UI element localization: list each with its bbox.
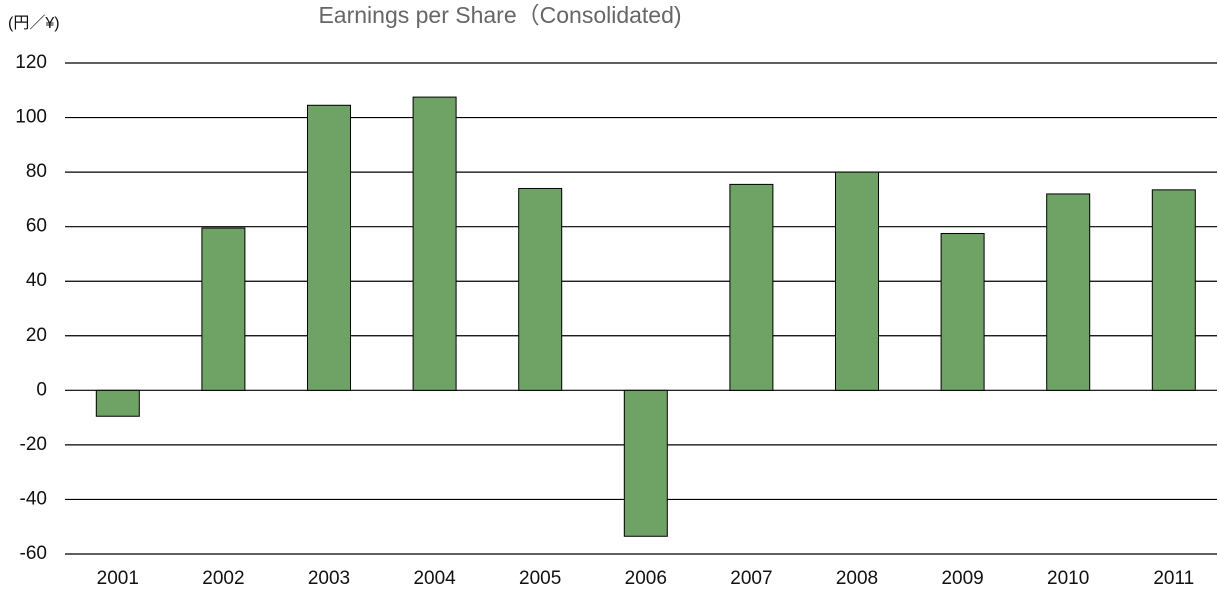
bar [835,171,879,391]
bar [940,232,985,391]
bar [412,96,457,391]
y-tick-label: 20 [26,325,47,346]
x-tick-label: 2008 [836,568,878,589]
x-tick-label: 2009 [941,568,983,589]
bar [518,187,563,391]
y-unit: (円／¥) [8,15,60,32]
x-tick-label: 2011 [1153,568,1194,589]
x-tick-label: 2010 [1047,568,1089,589]
chart-title: Earnings per Share（Consolidated) [318,2,681,28]
x-tick-label: 2001 [97,568,139,589]
bar [307,104,351,391]
bar [729,183,774,391]
y-tick-label: -40 [20,488,47,509]
y-tick-label: 60 [26,216,47,237]
bar [201,227,246,391]
y-tick-label: 0 [36,379,47,400]
x-tick-label: 2007 [730,568,772,589]
y-tick-label: 80 [26,161,47,182]
y-tick-label: -60 [20,543,47,564]
bar [1046,193,1091,391]
x-tick-label: 2002 [202,568,244,589]
y-tick-label: 40 [26,270,47,291]
x-tick-label: 2006 [625,568,667,589]
y-tick-label: 100 [15,107,47,128]
y-tick-label: 120 [15,52,47,73]
x-tick-label: 2003 [308,568,350,589]
x-tick-label: 2004 [413,568,456,589]
x-tick-label: 2005 [519,568,561,589]
bar [1151,189,1196,391]
bar [623,389,668,537]
bar [95,389,140,417]
y-tick-label: -20 [20,434,47,455]
